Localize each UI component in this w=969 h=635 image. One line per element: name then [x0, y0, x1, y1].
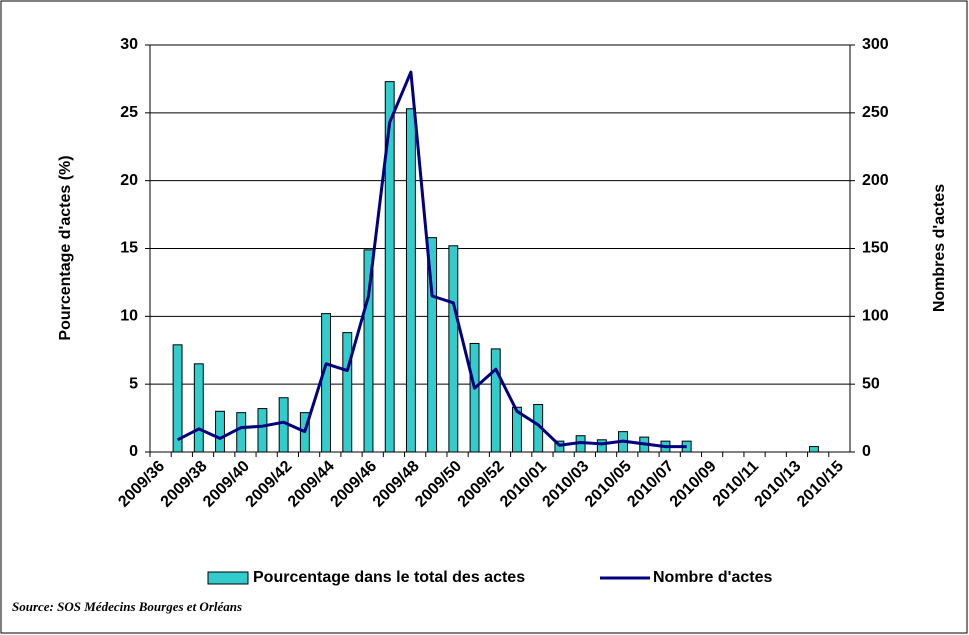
bar	[342, 332, 353, 453]
y2-axis-title: Nombres d'actes	[931, 184, 948, 312]
y2-tick-label: 0	[862, 443, 871, 460]
bar	[469, 342, 480, 453]
y-tick-label: 0	[129, 443, 138, 460]
y-tick-label: 15	[120, 240, 138, 257]
y2-tick-label: 300	[862, 36, 889, 53]
legend-label: Nombre d'actes	[653, 569, 773, 586]
bar	[512, 406, 522, 453]
y-axis-title: Pourcentage d'actes (%)	[57, 155, 74, 340]
bar	[193, 363, 204, 453]
y-tick-label: 25	[120, 104, 138, 121]
bar	[257, 408, 268, 453]
y2-tick-label: 50	[862, 375, 880, 392]
y-tick-label: 10	[120, 308, 138, 325]
bar	[448, 245, 459, 453]
bar	[427, 237, 438, 453]
bar	[490, 348, 501, 453]
line	[176, 70, 687, 449]
y2-tick-label: 100	[862, 308, 889, 325]
y-tick-label: 5	[129, 375, 138, 392]
bar	[405, 108, 416, 453]
y2-tick-label: 250	[862, 104, 889, 121]
bar	[384, 81, 395, 453]
bar	[596, 439, 607, 453]
bar	[172, 344, 183, 453]
bar	[808, 446, 819, 453]
y2-tick-label: 150	[862, 240, 889, 257]
y-tick-label: 20	[120, 172, 138, 189]
bar	[215, 410, 225, 453]
y-tick-label: 30	[120, 36, 138, 53]
legend-label: Pourcentage dans le total des actes	[253, 569, 525, 586]
bar	[363, 249, 374, 453]
bar	[321, 313, 332, 453]
legend-swatch	[207, 571, 249, 585]
source: Source: SOS Médecins Bourges et Orléans	[12, 599, 242, 614]
y2-tick-label: 200	[862, 172, 889, 189]
bar	[236, 412, 247, 453]
